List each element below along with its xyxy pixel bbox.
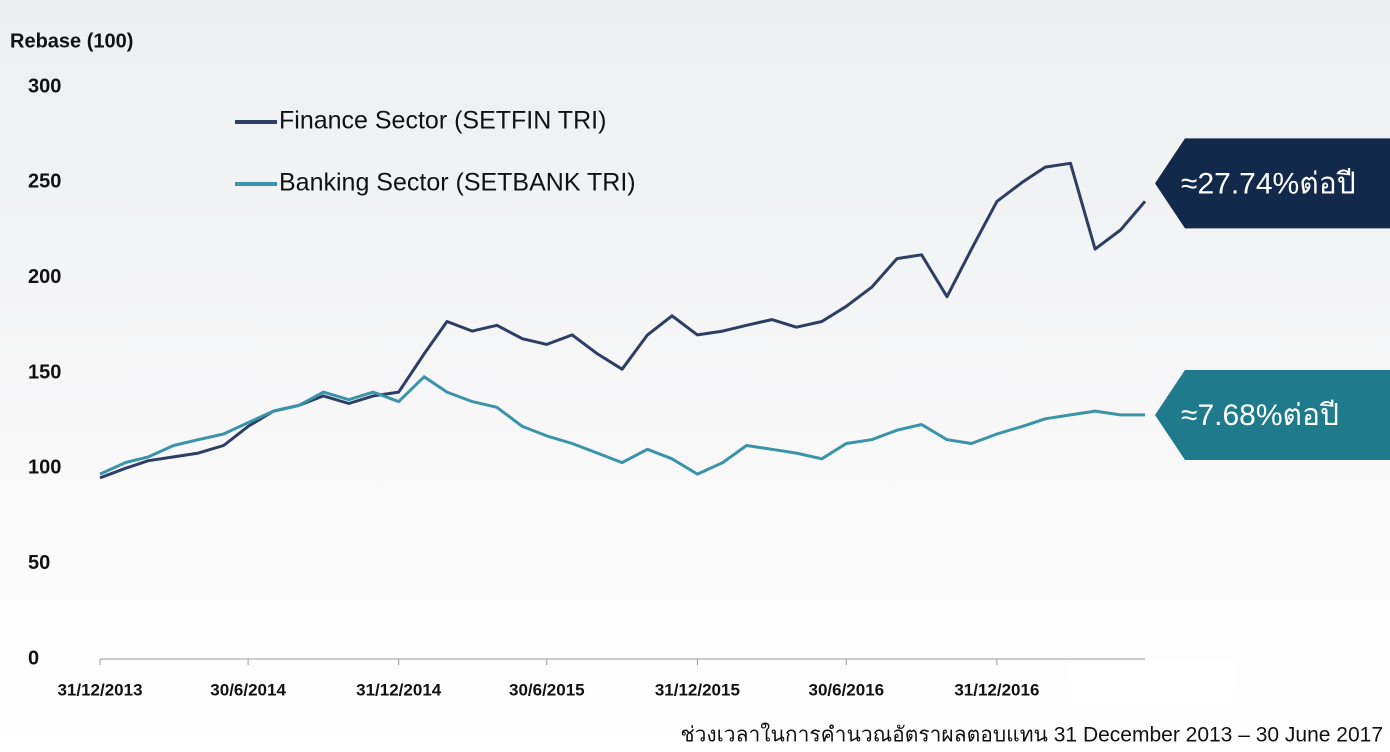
x-tick-label: 31/12/2013 <box>57 680 142 699</box>
y-tick-label: 50 <box>28 552 50 574</box>
x-tick-label: 30/6/2014 <box>210 680 286 699</box>
x-tick-label: 30/6/2015 <box>509 680 585 699</box>
footnote: ช่วงเวลาในการคำนวณอัตราผลตอบแทน 31 Decem… <box>680 723 1383 747</box>
y-tick-label: 250 <box>28 171 61 193</box>
annotation-text: ≈27.74%ต่อปี <box>1181 167 1356 200</box>
series-line <box>99 375 1145 476</box>
legend-label: Banking Sector (SETBANK TRI) <box>279 169 636 197</box>
annotation-box <box>1155 138 1390 229</box>
x-tick-label: 30/6/2016 <box>808 680 884 699</box>
legend-label: Finance Sector (SETFIN TRI) <box>279 107 606 135</box>
y-axis-label: Rebase (100) <box>10 30 133 52</box>
y-tick-label: 300 <box>28 75 61 97</box>
y-tick-label: 200 <box>28 266 61 288</box>
y-tick-label: 150 <box>28 361 61 383</box>
y-tick-label: 100 <box>28 457 61 479</box>
y-tick-label: 0 <box>28 647 39 669</box>
series-line <box>99 161 1147 480</box>
label-mask <box>1068 662 1234 708</box>
x-tick-label: 31/12/2016 <box>954 680 1039 699</box>
x-tick-label: 31/12/2014 <box>356 680 442 699</box>
annotation-text: ≈7.68%ต่อปี <box>1181 399 1339 432</box>
x-tick-label: 31/12/2015 <box>655 680 740 699</box>
annotation-box <box>1155 369 1390 460</box>
